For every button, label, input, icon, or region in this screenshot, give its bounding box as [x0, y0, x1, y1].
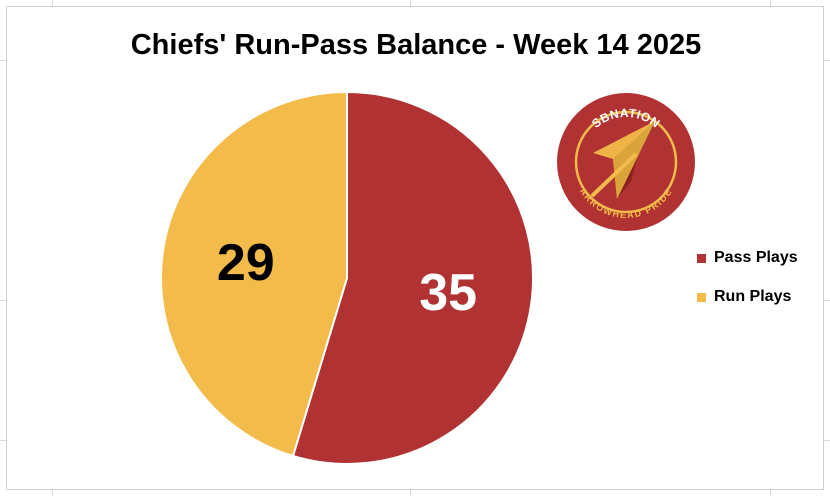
legend-swatch-pass-plays [697, 253, 706, 263]
data-label-pass-plays: 35 [419, 264, 477, 322]
data-label-run-plays: 29 [217, 234, 275, 292]
arrowhead-pride-logo: SBNATION ARROWHEAD PRIDE [557, 93, 695, 231]
chart-area[interactable]: Chiefs' Run-Pass Balance - Week 14 2025 … [6, 6, 824, 490]
legend-label-pass-plays: Pass Plays [714, 249, 798, 266]
chart-legend: Pass Plays Run Plays [697, 247, 798, 325]
pie-slice-run-plays[interactable] [160, 90, 348, 458]
legend-item-pass-plays: Pass Plays [697, 247, 798, 269]
pie-labels: 35 29 [217, 234, 477, 322]
pie-chart[interactable]: 35 29 [7, 7, 823, 489]
pie-slice-pass-plays[interactable] [291, 90, 534, 465]
pie-slices [160, 90, 534, 465]
legend-item-run-plays: Run Plays [697, 286, 798, 308]
legend-label-run-plays: Run Plays [714, 288, 792, 305]
legend-swatch-run-plays [697, 292, 706, 302]
chart-title: Chiefs' Run-Pass Balance - Week 14 2025 [130, 29, 702, 61]
